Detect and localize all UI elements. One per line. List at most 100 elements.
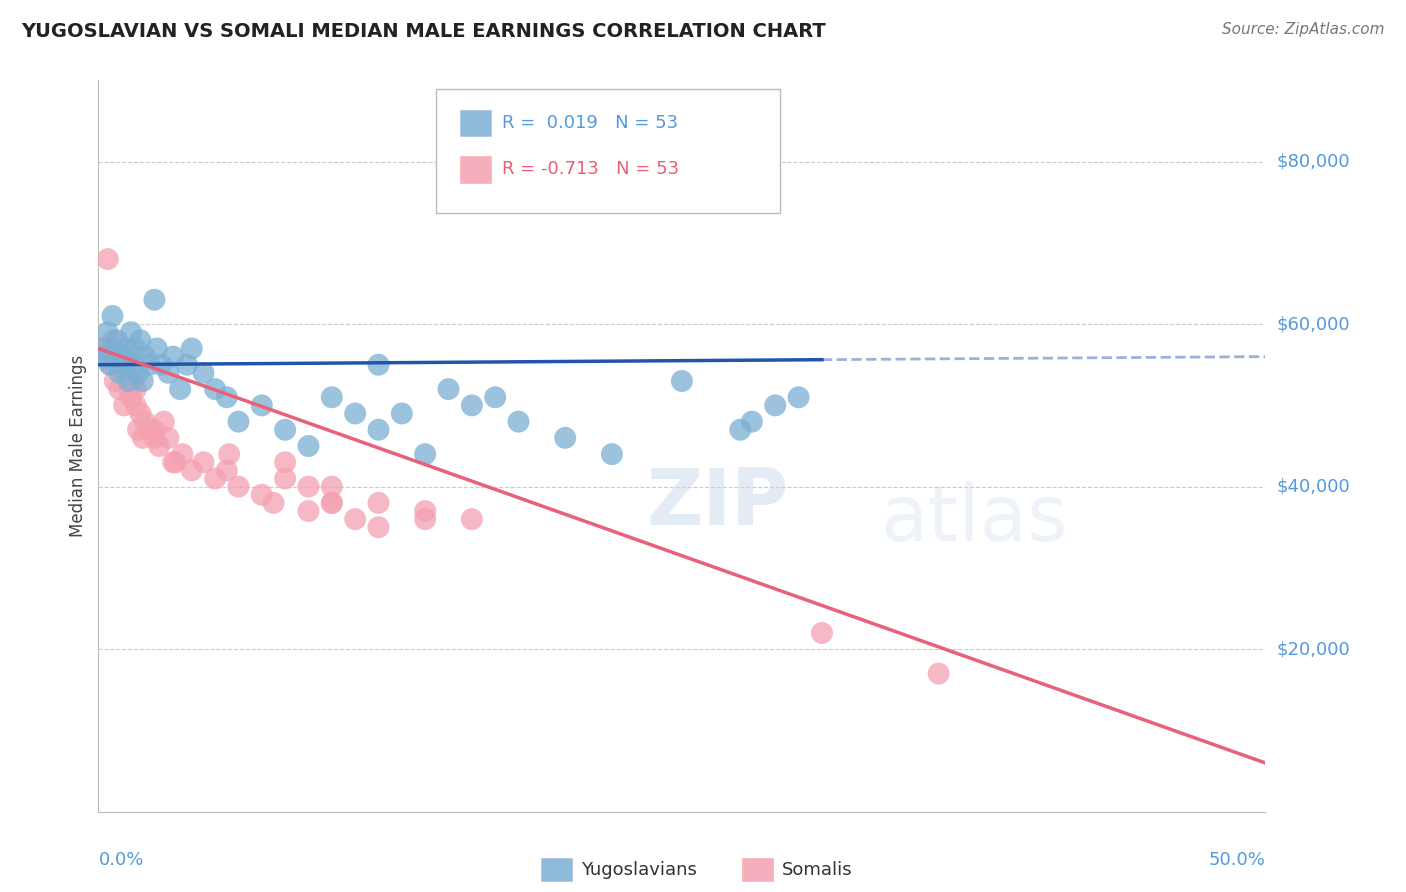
Point xyxy=(741,415,763,429)
Text: 50.0%: 50.0% xyxy=(1209,851,1265,869)
Text: 0.0%: 0.0% xyxy=(98,851,143,869)
Point xyxy=(461,398,484,412)
Point xyxy=(321,496,343,510)
Point xyxy=(367,358,389,372)
Point xyxy=(180,463,202,477)
Point xyxy=(118,374,141,388)
Point xyxy=(139,358,162,372)
Point xyxy=(811,626,834,640)
Point xyxy=(218,447,240,461)
Point xyxy=(150,358,173,372)
Point xyxy=(129,334,152,348)
Point xyxy=(105,334,128,348)
Point xyxy=(262,496,284,510)
Point xyxy=(127,423,149,437)
Point xyxy=(321,390,343,404)
Text: R = -0.713   N = 53: R = -0.713 N = 53 xyxy=(502,161,679,178)
Point xyxy=(367,496,389,510)
Text: $60,000: $60,000 xyxy=(1277,315,1350,333)
Point xyxy=(297,480,319,494)
Point xyxy=(104,342,127,356)
Point xyxy=(274,423,297,437)
Point xyxy=(152,415,174,429)
Point xyxy=(148,439,170,453)
Point xyxy=(204,382,226,396)
Point xyxy=(127,366,149,380)
Point xyxy=(730,423,752,437)
Point xyxy=(94,350,117,364)
Point xyxy=(671,374,693,388)
Point xyxy=(129,407,152,421)
Point xyxy=(143,423,166,437)
Point xyxy=(157,431,180,445)
Point xyxy=(108,382,131,396)
Point xyxy=(204,471,226,485)
Point xyxy=(101,334,124,348)
Point xyxy=(763,398,786,412)
Point xyxy=(437,382,460,396)
Point xyxy=(162,350,184,364)
Point xyxy=(508,415,530,429)
Point xyxy=(104,374,127,388)
Point xyxy=(120,390,142,404)
Point xyxy=(143,431,166,445)
Point xyxy=(413,512,436,526)
Point xyxy=(111,350,134,364)
Point xyxy=(228,415,250,429)
Text: $40,000: $40,000 xyxy=(1277,477,1350,496)
Point xyxy=(554,431,576,445)
Point xyxy=(111,342,134,356)
Point xyxy=(120,325,142,339)
Point xyxy=(449,170,471,185)
Text: atlas: atlas xyxy=(880,481,1067,558)
Point xyxy=(122,358,145,372)
Point xyxy=(139,423,162,437)
Point xyxy=(391,407,413,421)
Point xyxy=(215,390,238,404)
Point xyxy=(250,398,273,412)
Point xyxy=(321,496,343,510)
Point xyxy=(250,488,273,502)
Point xyxy=(484,390,506,404)
Point xyxy=(125,398,148,412)
Point xyxy=(115,366,138,380)
Point xyxy=(91,342,114,356)
Point xyxy=(143,293,166,307)
Point xyxy=(134,350,156,364)
Point xyxy=(413,447,436,461)
Point xyxy=(125,342,148,356)
Text: $20,000: $20,000 xyxy=(1277,640,1350,658)
Point xyxy=(367,520,389,534)
Point xyxy=(157,366,180,380)
Point xyxy=(132,374,155,388)
Point xyxy=(297,504,319,518)
Point xyxy=(928,666,950,681)
Point xyxy=(461,512,484,526)
Point xyxy=(94,350,117,364)
Point xyxy=(176,358,198,372)
Point xyxy=(122,374,145,388)
Point xyxy=(125,382,148,396)
Point xyxy=(97,325,120,339)
Y-axis label: Median Male Earnings: Median Male Earnings xyxy=(69,355,87,537)
Point xyxy=(146,342,169,356)
Point xyxy=(787,390,810,404)
Point xyxy=(215,463,238,477)
Text: ZIP: ZIP xyxy=(647,465,789,541)
Point xyxy=(111,358,134,372)
Point xyxy=(193,366,215,380)
Text: YUGOSLAVIAN VS SOMALI MEDIAN MALE EARNINGS CORRELATION CHART: YUGOSLAVIAN VS SOMALI MEDIAN MALE EARNIN… xyxy=(21,22,825,41)
Text: Yugoslavians: Yugoslavians xyxy=(581,861,696,879)
Point xyxy=(112,358,135,372)
Point xyxy=(132,431,155,445)
Text: Source: ZipAtlas.com: Source: ZipAtlas.com xyxy=(1222,22,1385,37)
Point xyxy=(91,342,114,356)
Point xyxy=(193,455,215,469)
Point xyxy=(108,366,131,380)
Point xyxy=(97,252,120,266)
Point xyxy=(118,382,141,396)
Point xyxy=(162,455,184,469)
Point xyxy=(134,415,156,429)
Point xyxy=(169,382,191,396)
Point xyxy=(180,342,202,356)
